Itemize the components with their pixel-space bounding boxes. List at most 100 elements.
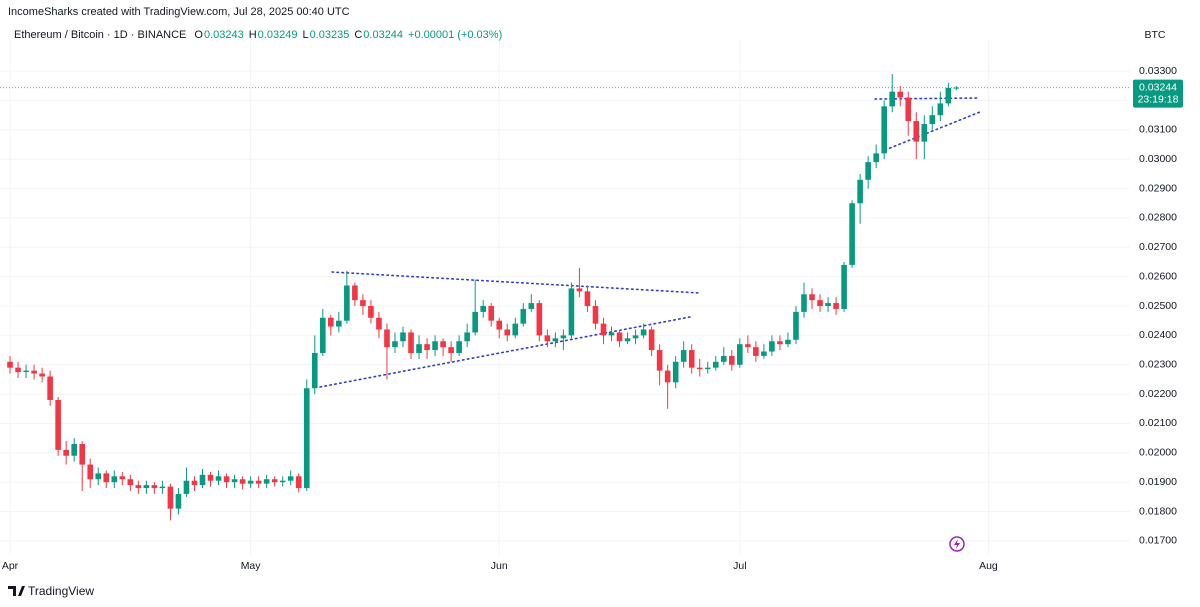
footer: TradingView xyxy=(28,584,94,598)
candle-body xyxy=(897,91,904,98)
y-unit: BTC xyxy=(1145,29,1166,41)
logo-icon xyxy=(8,586,25,596)
legend-value: 0.03243 xyxy=(204,29,244,41)
candles xyxy=(7,74,960,521)
candle-body xyxy=(432,341,438,351)
candle-body xyxy=(55,399,61,450)
candle-body xyxy=(384,329,390,348)
candle-body xyxy=(231,479,238,483)
x-tick-label: Apr xyxy=(2,560,19,572)
candle-body xyxy=(127,479,134,486)
candle-body xyxy=(857,179,863,204)
candle-body xyxy=(801,294,807,312)
candle-body xyxy=(712,361,719,368)
event-bolt xyxy=(954,539,960,549)
y-tick-label: 0.02700 xyxy=(1139,241,1177,253)
y-tick-label: 0.02800 xyxy=(1139,212,1177,224)
y-tick-label: 0.01800 xyxy=(1139,505,1177,517)
legend: Ethereum / Bitcoin · 1D · BINANCE O 0.032… xyxy=(14,29,502,41)
candle-body xyxy=(183,480,190,494)
candle-body xyxy=(729,355,735,365)
candle-body xyxy=(151,485,158,489)
candle-body xyxy=(440,341,446,348)
candle-body xyxy=(295,476,302,489)
candle-body xyxy=(680,350,687,362)
candle-body xyxy=(793,311,799,340)
candle-body xyxy=(319,317,326,353)
candle-body xyxy=(520,308,527,324)
candle-body xyxy=(592,306,599,324)
candle-body xyxy=(7,361,13,368)
trendline xyxy=(884,111,981,151)
candle-body xyxy=(777,341,783,345)
candle-body xyxy=(720,355,727,362)
candle-body xyxy=(31,370,37,374)
y-tick-label: 0.02500 xyxy=(1139,300,1177,312)
candle-body xyxy=(560,335,567,339)
candle-body xyxy=(753,347,759,356)
candle-body xyxy=(929,115,936,124)
candle-body xyxy=(336,320,342,327)
candle-body xyxy=(568,288,575,336)
candle-body xyxy=(769,341,775,352)
candle-body xyxy=(175,493,182,509)
y-tick-label: 0.03000 xyxy=(1139,153,1177,165)
price-label-box xyxy=(1133,79,1183,108)
candle-body xyxy=(408,332,414,353)
candle-body xyxy=(47,376,53,400)
y-tick-label: 0.02600 xyxy=(1139,270,1177,282)
price-label: 0.03244 xyxy=(1139,81,1177,93)
candle-body xyxy=(881,106,887,154)
candle-body xyxy=(608,332,615,336)
candle-body xyxy=(696,367,703,370)
y-tick-label: 0.02000 xyxy=(1139,447,1177,459)
candle-body xyxy=(352,285,358,301)
candle-body xyxy=(745,344,751,348)
candle-body xyxy=(737,344,743,365)
candle-body xyxy=(889,91,896,107)
candle-body xyxy=(873,153,879,163)
candle-body xyxy=(913,121,920,142)
candle-body xyxy=(360,300,366,307)
candle-body xyxy=(672,361,679,383)
y-tick-label: 0.02900 xyxy=(1139,182,1177,194)
candle-body xyxy=(311,352,318,389)
candle-body xyxy=(528,303,535,309)
x-tick-label: Jul xyxy=(733,560,746,572)
x-tick-label: Jun xyxy=(491,560,508,572)
candle-body xyxy=(849,203,855,265)
candle-body xyxy=(95,473,102,480)
candle-body xyxy=(704,367,711,370)
x-tick-label: May xyxy=(241,560,262,572)
candle-body xyxy=(191,480,198,486)
candle-body xyxy=(632,335,639,339)
x-tick-label: Aug xyxy=(979,560,998,572)
candle-body xyxy=(207,474,214,481)
candle-body xyxy=(809,294,815,301)
candle-body xyxy=(905,97,912,122)
legend-value: 0.03235 xyxy=(310,29,350,41)
axes: 0.01700 0.01800 0.01900 0.02000 0.02100 0.022… xyxy=(0,65,1183,572)
candle-body xyxy=(79,444,86,465)
grid xyxy=(0,40,1130,555)
legend-key: C xyxy=(354,29,362,41)
legend-value: +0.00001 (+0.03%) xyxy=(408,29,502,41)
candle-body xyxy=(159,486,166,489)
candle-body xyxy=(247,480,254,484)
y-tick-label: 0.03300 xyxy=(1139,65,1177,77)
candle-body xyxy=(71,444,77,456)
candle-body xyxy=(23,370,29,373)
legend-value: 0.03249 xyxy=(258,29,298,41)
candle-body xyxy=(576,288,583,292)
candle-body xyxy=(328,317,334,327)
legend-key: L xyxy=(302,29,308,41)
candle-body xyxy=(111,476,118,483)
legend-key: O xyxy=(194,29,203,41)
candle-body xyxy=(223,476,230,483)
candle-body xyxy=(368,306,374,318)
candle-body xyxy=(103,473,110,483)
candle-body xyxy=(841,264,847,309)
candle-body xyxy=(279,480,286,483)
candle-body xyxy=(119,476,126,480)
candle-body xyxy=(945,87,952,104)
